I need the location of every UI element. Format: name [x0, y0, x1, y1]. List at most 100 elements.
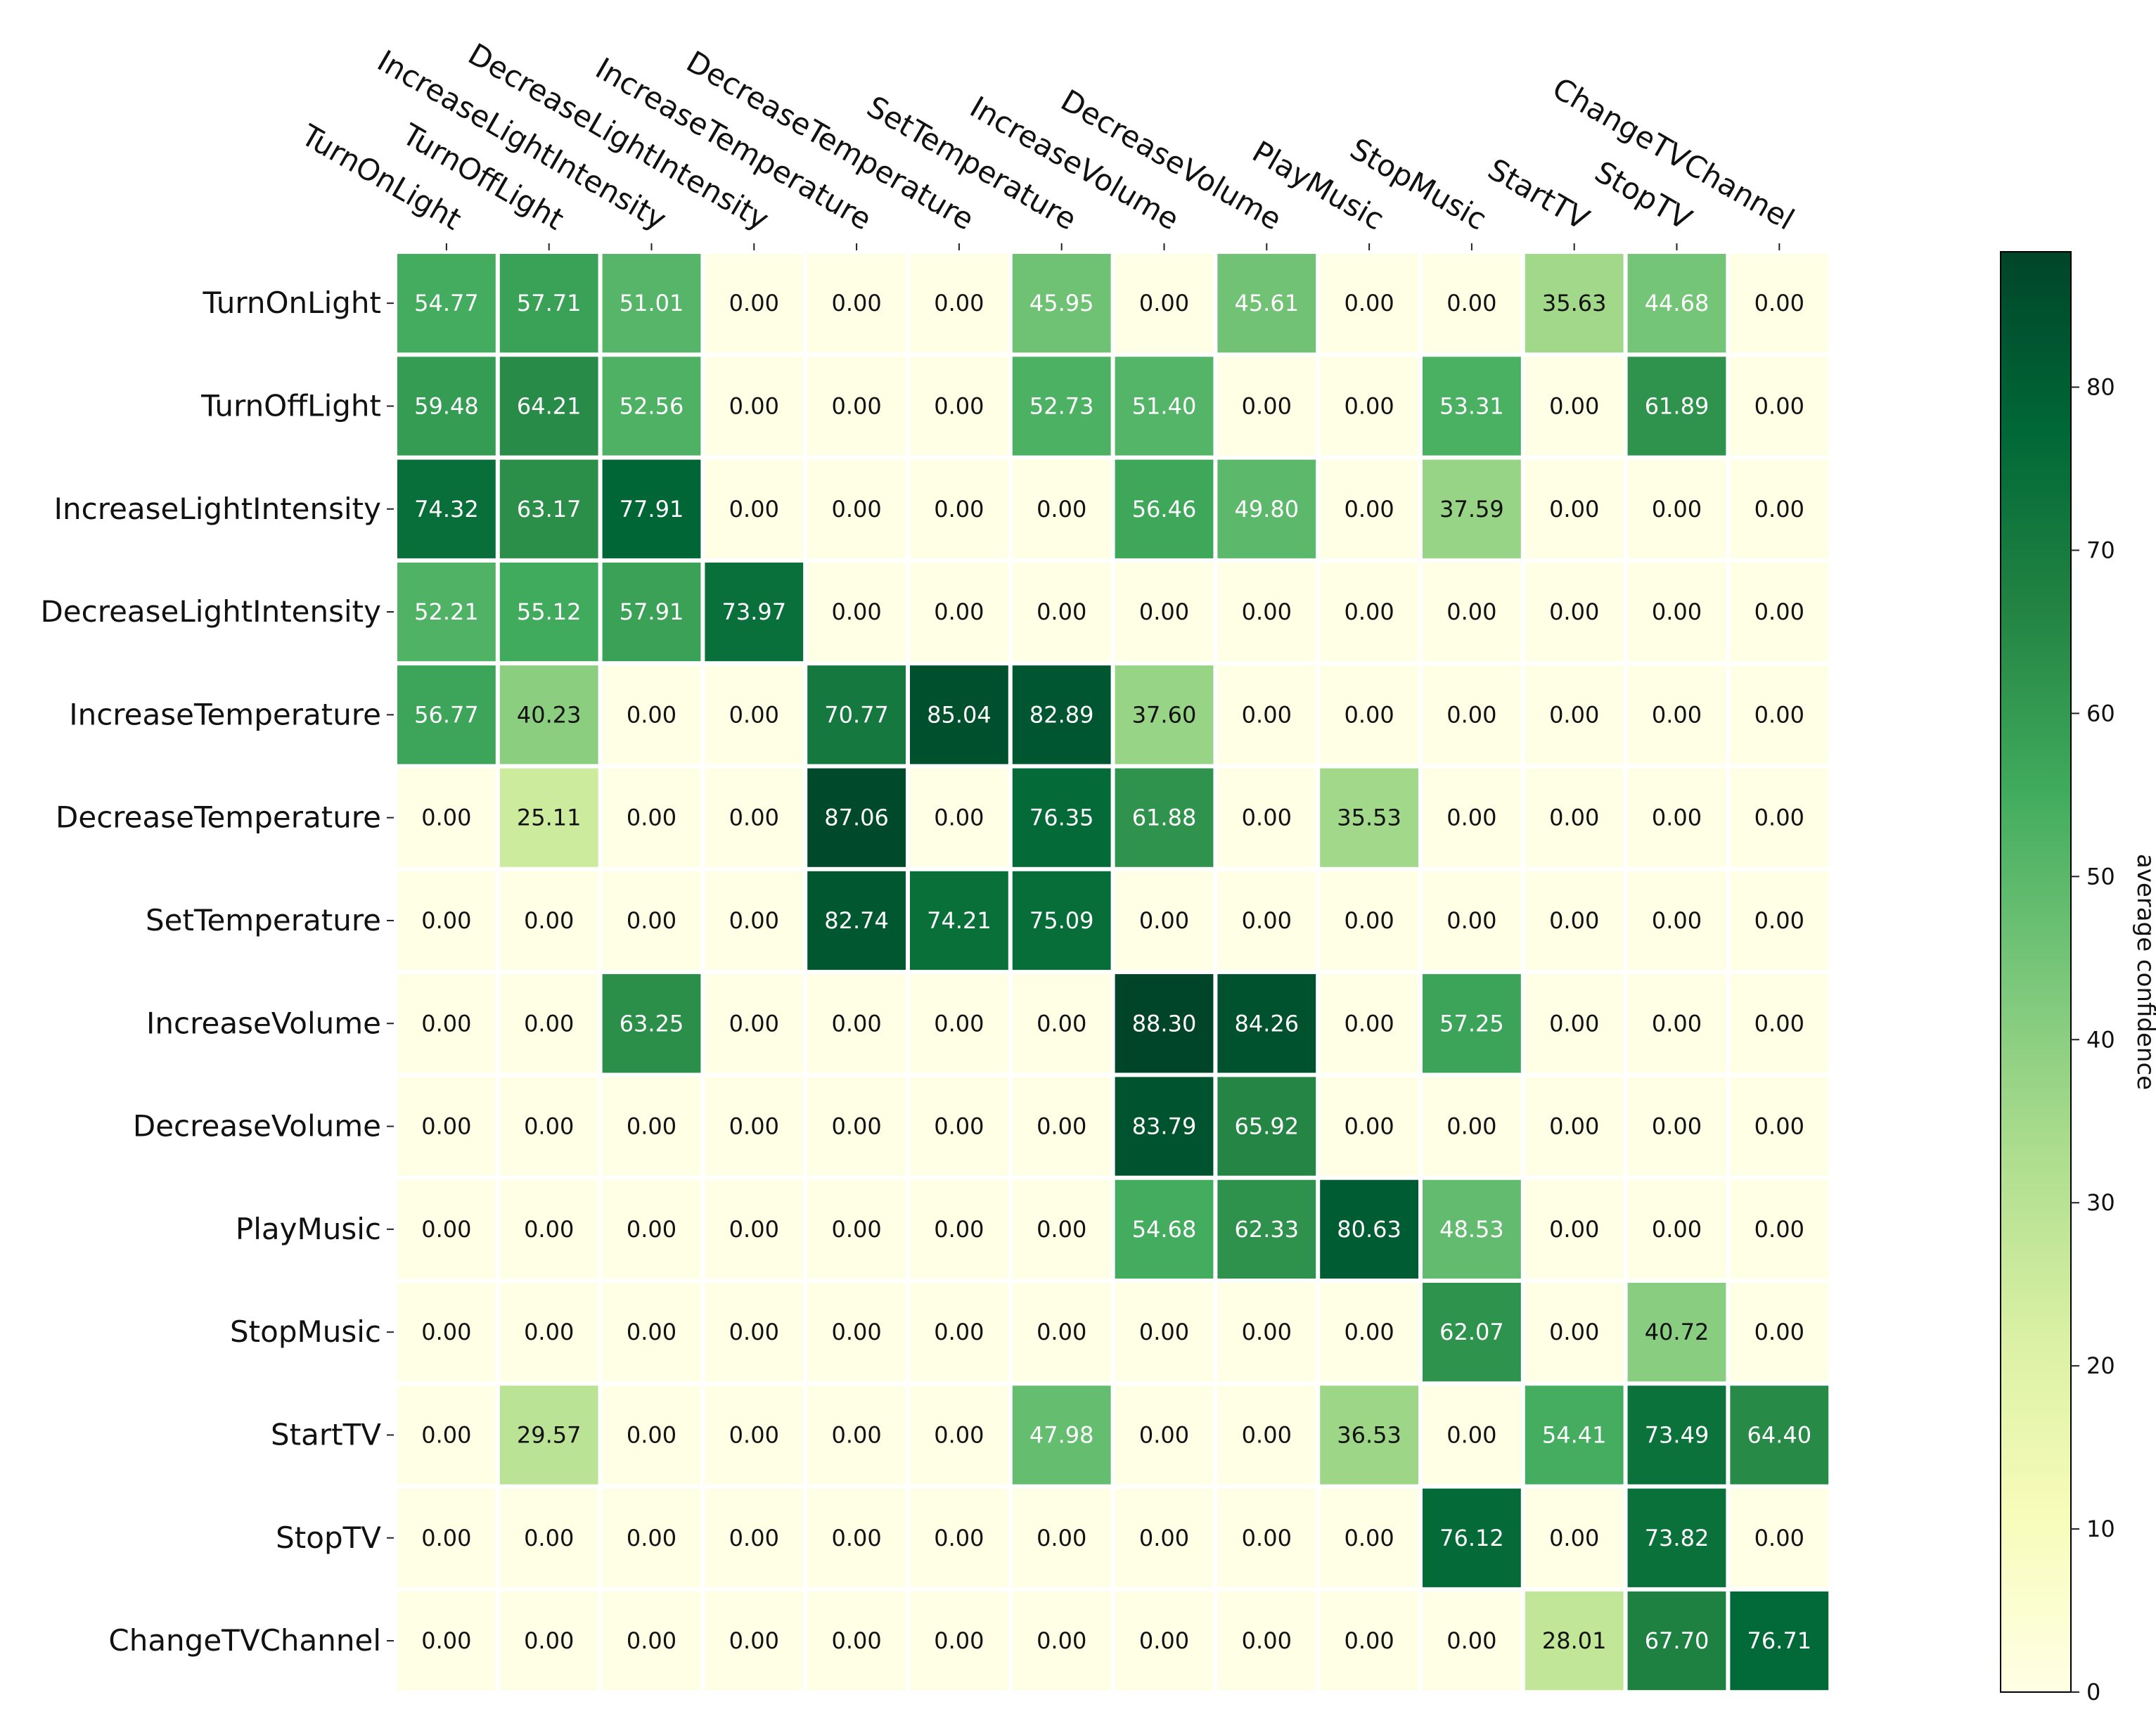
- heatmap-cell: [1627, 1385, 1726, 1485]
- heatmap-cell: [1012, 254, 1111, 353]
- heatmap-cell: [602, 1385, 701, 1485]
- heatmap-cell: [1730, 459, 1829, 558]
- heatmap-cell: [705, 1385, 804, 1485]
- cell-value-label: 0.00: [1037, 598, 1086, 625]
- row-label: PlayMusic: [236, 1212, 381, 1246]
- row-labels: TurnOnLight TurnOffLight IncreaseLightInte…: [40, 286, 394, 1658]
- heatmap-cell: [910, 1488, 1008, 1587]
- heatmap-cell: [1730, 665, 1829, 764]
- colorbar-tick-label: 0: [2086, 1679, 2100, 1705]
- cell-value-label: 0.00: [1139, 1627, 1189, 1654]
- heatmap-cell: [1525, 562, 1624, 662]
- heatmap-cell: [1320, 254, 1418, 353]
- row-label: DecreaseVolume: [133, 1109, 381, 1144]
- column-labels: TurnOnLightTurnOffLightIncreaseLightInte…: [295, 37, 1800, 250]
- cell-value-label: 0.00: [1242, 1421, 1292, 1448]
- heatmap-cell: [807, 1385, 906, 1485]
- heatmap-cell: [1115, 974, 1214, 1073]
- colorbar-tick-label: 50: [2086, 863, 2115, 890]
- cell-value-label: 0.00: [1652, 805, 1702, 831]
- heatmap-cell: [1012, 1179, 1111, 1279]
- heatmap-cell: [1012, 1283, 1111, 1382]
- heatmap-cell: [1730, 1488, 1829, 1587]
- cell-value-label: 0.00: [627, 1113, 676, 1140]
- cell-value-label: 0.00: [1446, 290, 1496, 316]
- heatmap-cell: [1012, 768, 1111, 867]
- heatmap-cell: [1320, 974, 1418, 1073]
- heatmap-cell: [1115, 459, 1214, 558]
- heatmap-cell: [1012, 459, 1111, 558]
- heatmap-cell: [397, 1283, 496, 1382]
- heatmap-cell: [807, 665, 906, 764]
- heatmap-cell: [1627, 254, 1726, 353]
- cell-value-label: 0.00: [1242, 1627, 1292, 1654]
- heatmap-cell: [1730, 562, 1829, 662]
- heatmap-cell: [910, 974, 1008, 1073]
- heatmap-cell: [1730, 254, 1829, 353]
- cell-value-label: 65.92: [1234, 1113, 1299, 1140]
- heatmap-cell: [1730, 871, 1829, 971]
- heatmap-cell: [1730, 1283, 1829, 1382]
- heatmap-cell: [1217, 1591, 1316, 1691]
- cell-value-label: 74.32: [414, 496, 479, 523]
- heatmap-cell: [910, 357, 1008, 456]
- heatmap-cell: [705, 665, 804, 764]
- heatmap-cell: [1115, 1077, 1214, 1176]
- heatmap-cell: [705, 459, 804, 558]
- heatmap-cell: [910, 768, 1008, 867]
- cell-value-label: 0.00: [831, 496, 881, 523]
- cell-value-label: 56.77: [414, 701, 479, 728]
- cell-value-label: 0.00: [421, 1216, 471, 1243]
- heatmap-cell: [499, 562, 598, 662]
- heatmap-cell: [1217, 974, 1316, 1073]
- cell-value-label: 73.82: [1645, 1525, 1709, 1551]
- heatmap-cell: [1730, 974, 1829, 1073]
- heatmap-cell: [1320, 357, 1418, 456]
- cell-value-label: 0.00: [524, 907, 574, 934]
- heatmap-cell: [499, 1488, 598, 1587]
- heatmap-cell: [499, 1385, 598, 1485]
- cell-value-label: 0.00: [627, 1627, 676, 1654]
- cell-value-label: 45.95: [1029, 290, 1094, 316]
- cell-value-label: 0.00: [729, 1319, 779, 1345]
- cell-value-label: 36.53: [1337, 1421, 1401, 1448]
- heatmap-cell: [397, 459, 496, 558]
- heatmap-cell: [1730, 1179, 1829, 1279]
- heatmap-cell: [602, 768, 701, 867]
- cell-value-label: 0.00: [934, 1627, 984, 1654]
- heatmap-cell: [910, 1591, 1008, 1691]
- cell-value-label: 0.00: [1549, 701, 1599, 728]
- row-label: DecreaseLightIntensity: [40, 594, 381, 629]
- heatmap-cell: [1627, 1283, 1726, 1382]
- heatmap-cell: [602, 871, 701, 971]
- cell-value-label: 0.00: [934, 1421, 984, 1448]
- heatmap-cell: [1525, 1488, 1624, 1587]
- cell-value-label: 84.26: [1234, 1010, 1299, 1037]
- heatmap-cell: [499, 357, 598, 456]
- heatmap-cell: [1525, 1077, 1624, 1176]
- row-label: IncreaseVolume: [146, 1006, 381, 1040]
- cell-value-label: 0.00: [831, 1216, 881, 1243]
- row-label: TurnOffLight: [200, 388, 381, 423]
- heatmap-cell: [1627, 562, 1726, 662]
- cell-value-label: 0.00: [627, 1319, 676, 1345]
- heatmap-cell: [1012, 974, 1111, 1073]
- heatmap-cell: [499, 1283, 598, 1382]
- heatmap-cell: [1115, 1283, 1214, 1382]
- heatmap-cell: [499, 665, 598, 764]
- cell-value-label: 0.00: [934, 1113, 984, 1140]
- cell-value-label: 0.00: [1037, 1319, 1086, 1345]
- cell-value-label: 0.00: [1344, 1525, 1394, 1551]
- heatmap-cell: [1012, 1077, 1111, 1176]
- cell-value-label: 0.00: [1037, 1010, 1086, 1037]
- cell-value-label: 0.00: [729, 1525, 779, 1551]
- cell-value-label: 48.53: [1439, 1216, 1504, 1243]
- cell-value-label: 0.00: [1652, 701, 1702, 728]
- heatmap-cell: [705, 1591, 804, 1691]
- colorbar-tick-label: 30: [2086, 1189, 2115, 1216]
- cell-value-label: 0.00: [1652, 907, 1702, 934]
- heatmap-cell: [1012, 665, 1111, 764]
- column-label: StartTV: [1482, 152, 1596, 237]
- cell-value-label: 54.68: [1132, 1216, 1197, 1243]
